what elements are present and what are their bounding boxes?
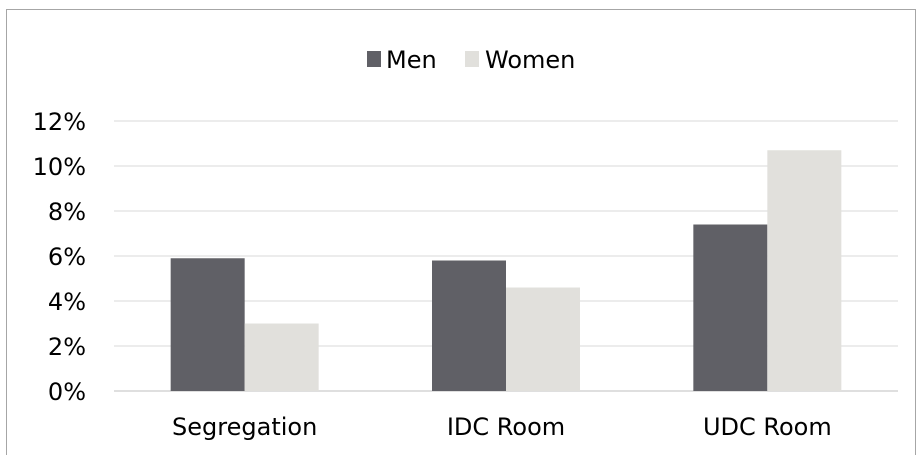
legend-label-men: Men (386, 46, 437, 74)
bar-women-segregation (244, 323, 319, 391)
x-tick-label: IDC Room (447, 413, 565, 441)
y-tick-label: 0% (48, 378, 86, 406)
x-tick-label: Segregation (172, 413, 317, 441)
y-axis-tick-labels: 0% 2% 4% 6% 8% 10% 12% (33, 108, 86, 406)
legend-label-women: Women (485, 46, 575, 74)
y-tick-label: 12% (33, 108, 86, 136)
y-tick-label: 10% (33, 153, 86, 181)
y-tick-label: 4% (48, 288, 86, 316)
legend: Men Women (367, 46, 575, 74)
legend-swatch-men (367, 51, 381, 67)
bar-women-udc-room (767, 150, 842, 391)
x-tick-label: UDC Room (703, 413, 832, 441)
bar-men-udc-room (693, 224, 768, 391)
y-tick-label: 2% (48, 333, 86, 361)
y-tick-label: 8% (48, 198, 86, 226)
bars (170, 150, 842, 391)
chart-frame (6, 9, 916, 455)
x-axis-tick-labels: Segregation IDC Room UDC Room (172, 413, 832, 441)
y-tick-label: 6% (48, 243, 86, 271)
bar-women-idc-room (506, 287, 580, 391)
bar-men-idc-room (432, 260, 506, 391)
bar-men-segregation (170, 258, 245, 391)
legend-swatch-women (465, 51, 479, 67)
